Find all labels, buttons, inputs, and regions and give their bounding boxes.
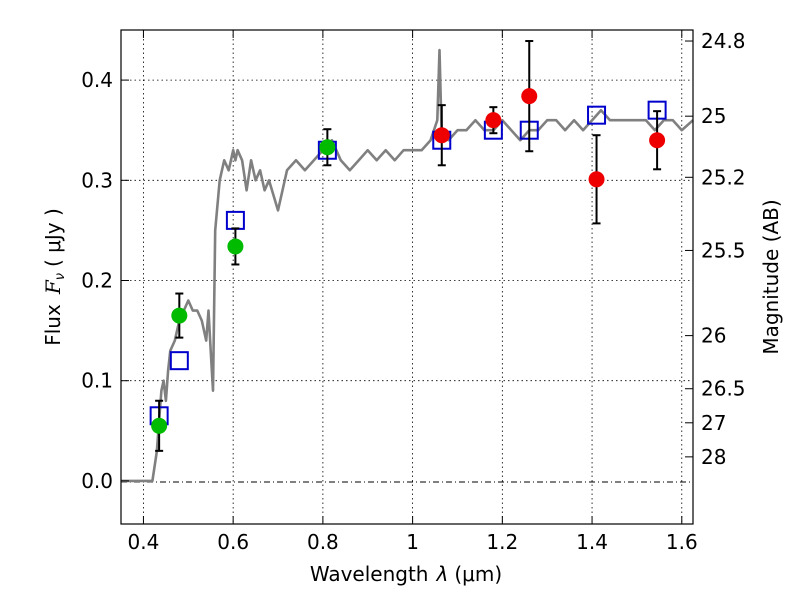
tick-layer: 0.4 0.6 0.8 1 1.2 1.4 1.6 0.0 0.1 0.2 0.3 0.4 24.8 25… xyxy=(81,29,745,554)
data-layer xyxy=(121,40,694,483)
observed-nir-point xyxy=(521,88,538,105)
magnitude-tick-label: 28 xyxy=(701,445,726,469)
model-photometry-square xyxy=(587,105,607,125)
y-axis-title: FluxFν( μJy ) xyxy=(41,208,68,346)
observed-nir-point xyxy=(485,112,502,129)
x-axis-title: Wavelength λ (μm) xyxy=(310,562,502,586)
model-photometry-square xyxy=(169,351,189,371)
magnitude-tick-label: 27 xyxy=(701,411,726,435)
magnitude-tick-label: 25.5 xyxy=(701,238,746,262)
y-tick-label: 0.1 xyxy=(81,369,113,393)
model-photometry-square xyxy=(225,210,245,230)
observed-optical-point xyxy=(151,417,168,434)
magnitude-tick-label: 24.8 xyxy=(701,29,746,53)
grid-layer xyxy=(121,30,693,524)
x-tick-label: 1.6 xyxy=(666,530,698,554)
y-tick-label: 0.4 xyxy=(81,68,113,92)
observed-optical-point xyxy=(319,139,336,156)
observed-optical-point xyxy=(227,238,244,255)
magnitude-tick-label: 26 xyxy=(701,324,726,348)
y-tick-label: 0.2 xyxy=(81,269,113,293)
plot-frame xyxy=(120,29,694,525)
y2-axis-title: Magnitude (AB) xyxy=(759,199,783,354)
magnitude-tick-label: 26.5 xyxy=(701,377,746,401)
x-tick-label: 0.6 xyxy=(217,530,249,554)
observed-nir-point xyxy=(433,127,450,144)
x-tick-label: 0.4 xyxy=(128,530,160,554)
magnitude-tick-label: 25 xyxy=(701,104,726,128)
observed-nir-point xyxy=(649,132,666,149)
x-tick-label: 1.4 xyxy=(576,530,608,554)
observed-optical-point xyxy=(171,307,188,324)
x-tick-label: 0.8 xyxy=(307,530,339,554)
y-tick-label: 0.3 xyxy=(81,168,113,192)
y-tick-label: 0.0 xyxy=(81,469,113,493)
x-tick-label: 1.2 xyxy=(486,530,518,554)
template-sed-line xyxy=(121,48,694,483)
observed-nir-point xyxy=(588,171,605,188)
magnitude-tick-label: 25.2 xyxy=(701,165,746,189)
x-tick-label: 1 xyxy=(406,530,419,554)
